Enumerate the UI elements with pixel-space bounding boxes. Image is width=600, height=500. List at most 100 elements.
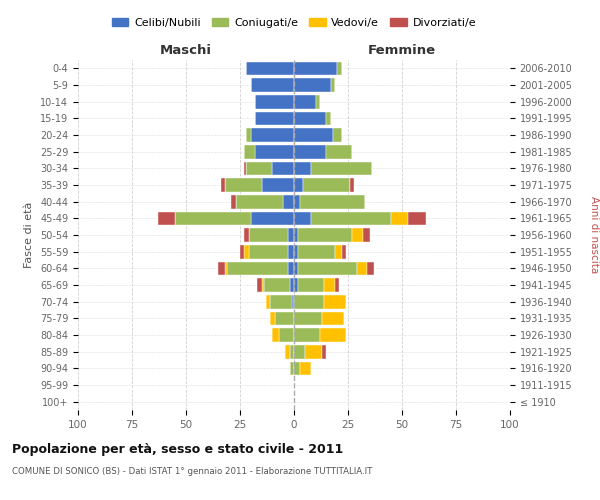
Bar xyxy=(294,162,311,175)
Bar xyxy=(324,278,335,292)
Bar xyxy=(232,195,236,208)
Text: Popolazione per età, sesso e stato civile - 2011: Popolazione per età, sesso e stato civil… xyxy=(12,442,343,456)
Bar xyxy=(244,145,255,158)
Bar xyxy=(298,228,352,242)
Bar xyxy=(290,278,294,292)
Bar xyxy=(294,128,333,142)
Bar xyxy=(320,328,346,342)
Bar xyxy=(294,345,305,358)
Bar xyxy=(311,212,391,225)
Bar xyxy=(298,278,324,292)
Bar xyxy=(272,328,279,342)
Text: COMUNE DI SONICO (BS) - Dati ISTAT 1° gennaio 2011 - Elaborazione TUTTITALIA.IT: COMUNE DI SONICO (BS) - Dati ISTAT 1° ge… xyxy=(12,468,373,476)
Bar xyxy=(326,112,331,125)
Bar xyxy=(275,312,294,325)
Bar xyxy=(294,262,298,275)
Bar xyxy=(290,345,294,358)
Bar xyxy=(255,145,294,158)
Bar xyxy=(236,195,283,208)
Bar xyxy=(262,178,294,192)
Bar xyxy=(290,362,294,375)
Text: Femmine: Femmine xyxy=(368,44,436,57)
Bar xyxy=(270,295,292,308)
Text: Maschi: Maschi xyxy=(160,44,212,57)
Bar xyxy=(272,162,294,175)
Bar xyxy=(363,228,370,242)
Bar xyxy=(266,295,270,308)
Bar xyxy=(248,245,287,258)
Bar xyxy=(279,328,294,342)
Bar xyxy=(225,262,227,275)
Bar xyxy=(367,262,374,275)
Bar xyxy=(301,362,311,375)
Bar xyxy=(356,262,367,275)
Bar xyxy=(335,245,341,258)
Bar xyxy=(294,195,301,208)
Bar xyxy=(227,262,287,275)
Bar xyxy=(247,162,272,175)
Bar xyxy=(298,262,356,275)
Bar xyxy=(287,228,294,242)
Bar xyxy=(264,278,290,292)
Bar xyxy=(301,195,365,208)
Bar xyxy=(294,295,324,308)
Bar xyxy=(333,128,341,142)
Bar xyxy=(294,112,326,125)
Bar xyxy=(294,145,326,158)
Bar xyxy=(244,162,247,175)
Bar xyxy=(391,212,409,225)
Bar xyxy=(294,95,316,108)
Bar xyxy=(298,245,335,258)
Bar xyxy=(294,62,337,75)
Bar xyxy=(218,262,225,275)
Bar xyxy=(251,78,294,92)
Bar xyxy=(270,312,275,325)
Y-axis label: Fasce di età: Fasce di età xyxy=(25,202,34,268)
Bar xyxy=(287,245,294,258)
Bar xyxy=(251,128,294,142)
Bar xyxy=(322,312,344,325)
Bar xyxy=(294,362,301,375)
Bar xyxy=(225,178,262,192)
Bar xyxy=(244,228,248,242)
Bar xyxy=(248,228,287,242)
Bar xyxy=(283,195,294,208)
Bar xyxy=(305,345,322,358)
Y-axis label: Anni di nascita: Anni di nascita xyxy=(589,196,599,274)
Bar xyxy=(158,212,175,225)
Bar xyxy=(335,278,340,292)
Bar xyxy=(294,178,302,192)
Bar xyxy=(352,228,363,242)
Bar xyxy=(251,212,294,225)
Bar xyxy=(409,212,426,225)
Bar xyxy=(247,128,251,142)
Bar xyxy=(294,78,331,92)
Bar xyxy=(240,245,244,258)
Bar xyxy=(316,95,320,108)
Bar xyxy=(350,178,355,192)
Bar xyxy=(175,212,251,225)
Bar xyxy=(262,278,264,292)
Bar xyxy=(337,62,341,75)
Legend: Celibi/Nubili, Coniugati/e, Vedovi/e, Divorziati/e: Celibi/Nubili, Coniugati/e, Vedovi/e, Di… xyxy=(107,13,481,32)
Bar xyxy=(302,178,350,192)
Bar xyxy=(294,228,298,242)
Bar xyxy=(255,95,294,108)
Bar xyxy=(322,345,326,358)
Bar xyxy=(244,245,248,258)
Bar xyxy=(287,262,294,275)
Bar xyxy=(255,112,294,125)
Bar xyxy=(311,162,372,175)
Bar xyxy=(257,278,262,292)
Bar xyxy=(324,295,346,308)
Bar xyxy=(331,78,335,92)
Bar xyxy=(221,178,225,192)
Bar xyxy=(292,295,294,308)
Bar xyxy=(294,212,311,225)
Bar xyxy=(294,245,298,258)
Bar xyxy=(294,278,298,292)
Bar xyxy=(294,312,322,325)
Bar xyxy=(294,328,320,342)
Bar xyxy=(286,345,290,358)
Bar xyxy=(247,62,294,75)
